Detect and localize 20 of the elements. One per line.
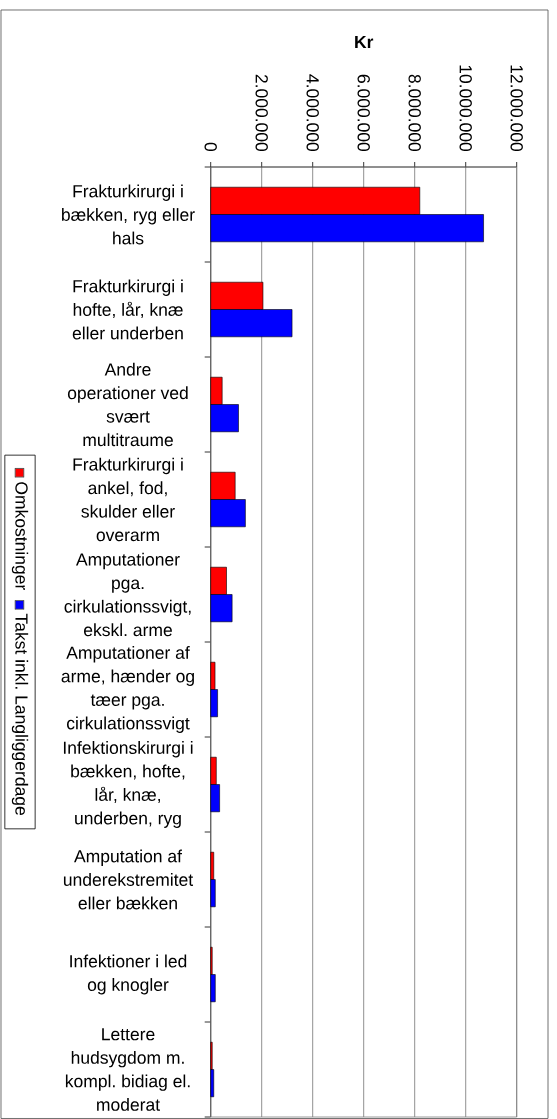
x-tick-label: 8.000.000: [408, 74, 421, 152]
x-tick-label: 6.000.000: [357, 74, 370, 152]
x-tick-label: 12.000.000: [510, 65, 523, 152]
y-tick-label: Lettere hudsygdom m. kompl. bidiag el. moderat: [65, 1028, 190, 1111]
x-axis-title: Kr: [355, 35, 374, 49]
x-tick-label: 10.000.000: [459, 65, 472, 152]
legend-label: Takst inkl. Langliggerdage: [11, 613, 29, 816]
y-tick-label: Frakturkirurgi i bækken, ryg eller hals: [62, 184, 195, 245]
x-tick-label: 0: [204, 142, 217, 152]
legend-label: Omkostninger: [11, 482, 29, 590]
y-tick-label: Frakturkirurgi i hofte, lår, knæ eller underben: [72, 279, 183, 340]
y-tick-label: Amputationer af arme, hænder og tæer pga. cirkulationssvigt: [61, 646, 194, 733]
y-tick-label: Amputationer pga. cirkulationssvigt, ekskl. arme: [64, 552, 191, 637]
x-tick-label: 4.000.000: [306, 74, 319, 152]
y-tick-label: Frakturkirurgi i ankel, fod, skulder eller overarm: [73, 457, 183, 542]
y-tick-label: Amputation af underekstremitet eller bækken: [63, 849, 194, 910]
y-tick-label: Infektioner i led og knogler: [70, 954, 187, 995]
y-tick-label: Andre operationer ved svært multitraume: [67, 362, 188, 447]
y-tick-label: Infektionskirurgi i bækken, hofte, lår, knæ, underben, ryg: [63, 741, 193, 828]
x-tick-label: 2.000.000: [255, 74, 268, 152]
